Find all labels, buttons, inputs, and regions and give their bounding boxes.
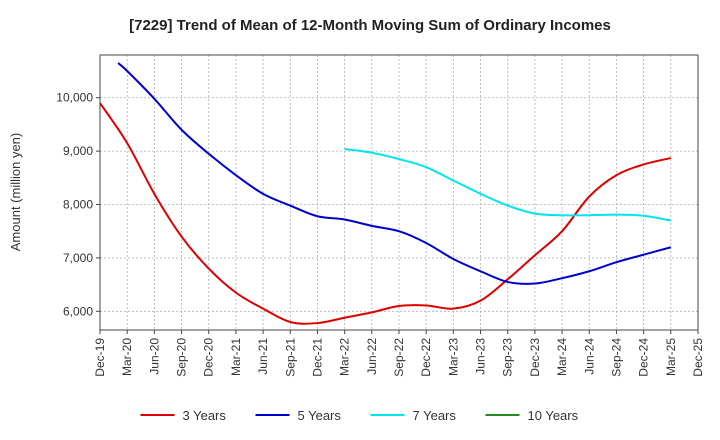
x-tick-label: Dec-20	[202, 338, 216, 377]
x-tick-label: Sep-21	[283, 338, 297, 377]
x-tick-label: Dec-19	[93, 338, 107, 377]
y-tick-label: 10,000	[56, 91, 93, 105]
x-tick-label: Sep-24	[609, 338, 623, 377]
x-tick-label: Dec-23	[528, 338, 542, 377]
y-tick-label: 6,000	[63, 304, 93, 318]
legend-label-7-years: 7 Years	[413, 408, 457, 423]
x-tick-label: Jun-24	[582, 338, 596, 375]
x-tick-label: Jun-23	[474, 338, 488, 375]
series-line-5-years	[117, 62, 672, 285]
y-tick-label: 9,000	[63, 144, 93, 158]
x-tick-label: Dec-24	[637, 338, 651, 377]
y-axis-ticks: 6,000 7,000 8,000 9,000 10,000	[56, 91, 100, 318]
x-tick-label: Jun-20	[147, 338, 161, 375]
x-axis-ticks: Dec-19 Mar-20 Jun-20 Sep-20 Dec-20 Mar-21 Jun-…	[93, 330, 705, 377]
grid	[99, 55, 699, 330]
series-lines	[99, 62, 672, 325]
y-tick-label: 8,000	[63, 198, 93, 212]
x-tick-label: Dec-25	[691, 338, 705, 377]
legend: 3 Years 5 Years 7 Years 10 Years	[140, 408, 579, 423]
x-tick-label: Mar-25	[664, 338, 678, 376]
series-line-7-years	[344, 147, 671, 222]
x-tick-label: Mar-21	[229, 338, 243, 376]
x-tick-label: Mar-22	[338, 338, 352, 376]
y-axis-label: Amount (million yen)	[8, 133, 23, 252]
x-tick-label: Sep-22	[392, 338, 406, 377]
legend-label-10-years: 10 Years	[528, 408, 579, 423]
series-line-3-years	[99, 102, 672, 325]
x-tick-label: Jun-22	[365, 338, 379, 375]
x-tick-label: Mar-24	[555, 338, 569, 376]
legend-label-5-years: 5 Years	[298, 408, 342, 423]
x-tick-label: Jun-21	[256, 338, 270, 375]
x-tick-label: Dec-21	[310, 338, 324, 377]
x-tick-label: Dec-22	[419, 338, 433, 377]
x-tick-label: Sep-23	[501, 338, 515, 377]
chart-title: [7229] Trend of Mean of 12-Month Moving …	[129, 17, 611, 34]
legend-label-3-years: 3 Years	[183, 408, 227, 423]
x-tick-label: Mar-20	[120, 338, 134, 376]
x-tick-label: Sep-20	[175, 338, 189, 377]
x-tick-label: Mar-23	[446, 338, 460, 376]
y-tick-label: 7,000	[63, 251, 93, 265]
